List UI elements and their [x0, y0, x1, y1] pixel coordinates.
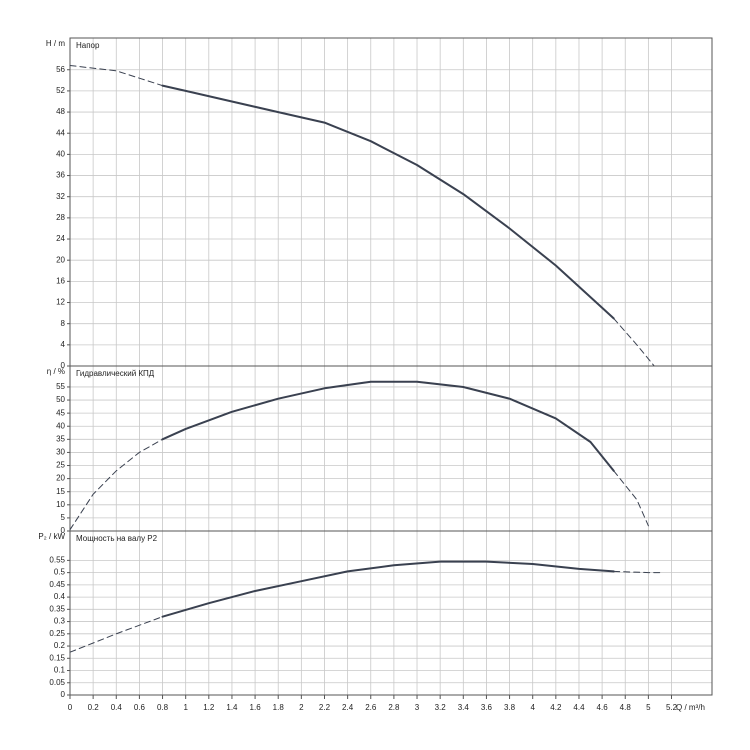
x-tick-label: 3: [415, 703, 420, 712]
y-tick-label: 0: [61, 526, 66, 535]
x-tick-label: 1: [183, 703, 188, 712]
y-tick-label: 24: [56, 234, 65, 243]
y-tick-label: 0.25: [49, 629, 65, 638]
x-tick-label: 2.6: [365, 703, 377, 712]
y-tick-label: 0: [61, 361, 66, 370]
y-tick-label: 0.45: [49, 580, 65, 589]
y-tick-label: 5: [61, 513, 66, 522]
y-tick-label: 0.05: [49, 678, 65, 687]
y-tick-label: 30: [56, 448, 65, 457]
x-tick-label: 2.4: [342, 703, 354, 712]
curve: [613, 470, 649, 527]
x-tick-label: 5.2: [666, 703, 678, 712]
y-tick-label: 32: [56, 192, 65, 201]
x-tick-label: 2.2: [319, 703, 331, 712]
y-axis-label: H / m: [46, 39, 65, 48]
y-tick-label: 56: [56, 65, 65, 74]
curve: [161, 560, 615, 618]
x-tick-label: 1.2: [203, 703, 215, 712]
y-tick-label: 10: [56, 500, 65, 509]
y-tick-label: 36: [56, 171, 65, 180]
y-tick-label: 12: [56, 298, 65, 307]
y-tick-label: 35: [56, 434, 65, 443]
x-tick-label: 2: [299, 703, 304, 712]
x-tick-label: 3.4: [458, 703, 470, 712]
x-axis-label: Q / m³/h: [676, 703, 705, 712]
y-tick-label: 20: [56, 474, 65, 483]
curve: [69, 65, 163, 87]
y-tick-label: 0.55: [49, 555, 65, 564]
panel-title: Гидравлический КПД: [76, 369, 155, 378]
y-tick-label: 4: [61, 340, 66, 349]
y-tick-label: 15: [56, 487, 65, 496]
curve: [161, 84, 615, 320]
x-tick-label: 0.4: [111, 703, 123, 712]
curve: [161, 380, 615, 472]
curve: [613, 317, 655, 367]
x-tick-label: 2.8: [388, 703, 400, 712]
y-tick-label: 44: [56, 128, 65, 137]
y-tick-label: 25: [56, 461, 65, 470]
panel-frame: [69, 365, 713, 532]
y-tick-label: 50: [56, 395, 65, 404]
y-tick-label: 45: [56, 408, 65, 417]
y-tick-label: 16: [56, 276, 65, 285]
x-tick-label: 0.2: [88, 703, 100, 712]
y-tick-label: 0.4: [54, 592, 66, 601]
x-tick-label: 4.4: [573, 703, 585, 712]
y-tick-label: 52: [56, 86, 65, 95]
y-tick-label: 0.5: [54, 568, 66, 577]
x-tick-label: 4.8: [620, 703, 632, 712]
x-tick-label: 3.6: [481, 703, 493, 712]
x-tick-label: 3.2: [435, 703, 447, 712]
curve: [69, 438, 163, 531]
panel-title: Мощность на валу P2: [76, 534, 158, 543]
x-tick-label: 4: [530, 703, 535, 712]
y-tick-label: 20: [56, 255, 65, 264]
x-tick-label: 1.8: [273, 703, 285, 712]
x-tick-label: 0.8: [157, 703, 169, 712]
x-tick-label: 3.8: [504, 703, 516, 712]
y-tick-label: 0: [61, 690, 66, 699]
x-tick-label: 0.6: [134, 703, 146, 712]
y-tick-label: 0.15: [49, 653, 65, 662]
y-tick-label: 40: [56, 149, 65, 158]
y-tick-label: 8: [61, 319, 66, 328]
y-tick-label: 0.35: [49, 604, 65, 613]
y-tick-label: 55: [56, 382, 65, 391]
x-tick-label: 4.6: [597, 703, 609, 712]
y-axis-label: P₂ / kW: [38, 532, 65, 541]
x-tick-label: 1.4: [226, 703, 238, 712]
y-tick-label: 0.3: [54, 617, 66, 626]
curve: [69, 616, 163, 653]
y-tick-label: 28: [56, 213, 65, 222]
curve: [613, 570, 661, 574]
x-tick-label: 4.2: [550, 703, 562, 712]
y-tick-label: 0.1: [54, 666, 66, 675]
y-axis-label: η / %: [47, 367, 65, 376]
x-tick-label: 5: [646, 703, 651, 712]
x-tick-label: 1.6: [250, 703, 262, 712]
y-tick-label: 0.2: [54, 641, 66, 650]
panel-frame: [69, 530, 713, 696]
x-tick-label: 0: [68, 703, 73, 712]
y-tick-label: 40: [56, 421, 65, 430]
panel-title: Напор: [76, 41, 100, 50]
y-tick-label: 48: [56, 107, 65, 116]
